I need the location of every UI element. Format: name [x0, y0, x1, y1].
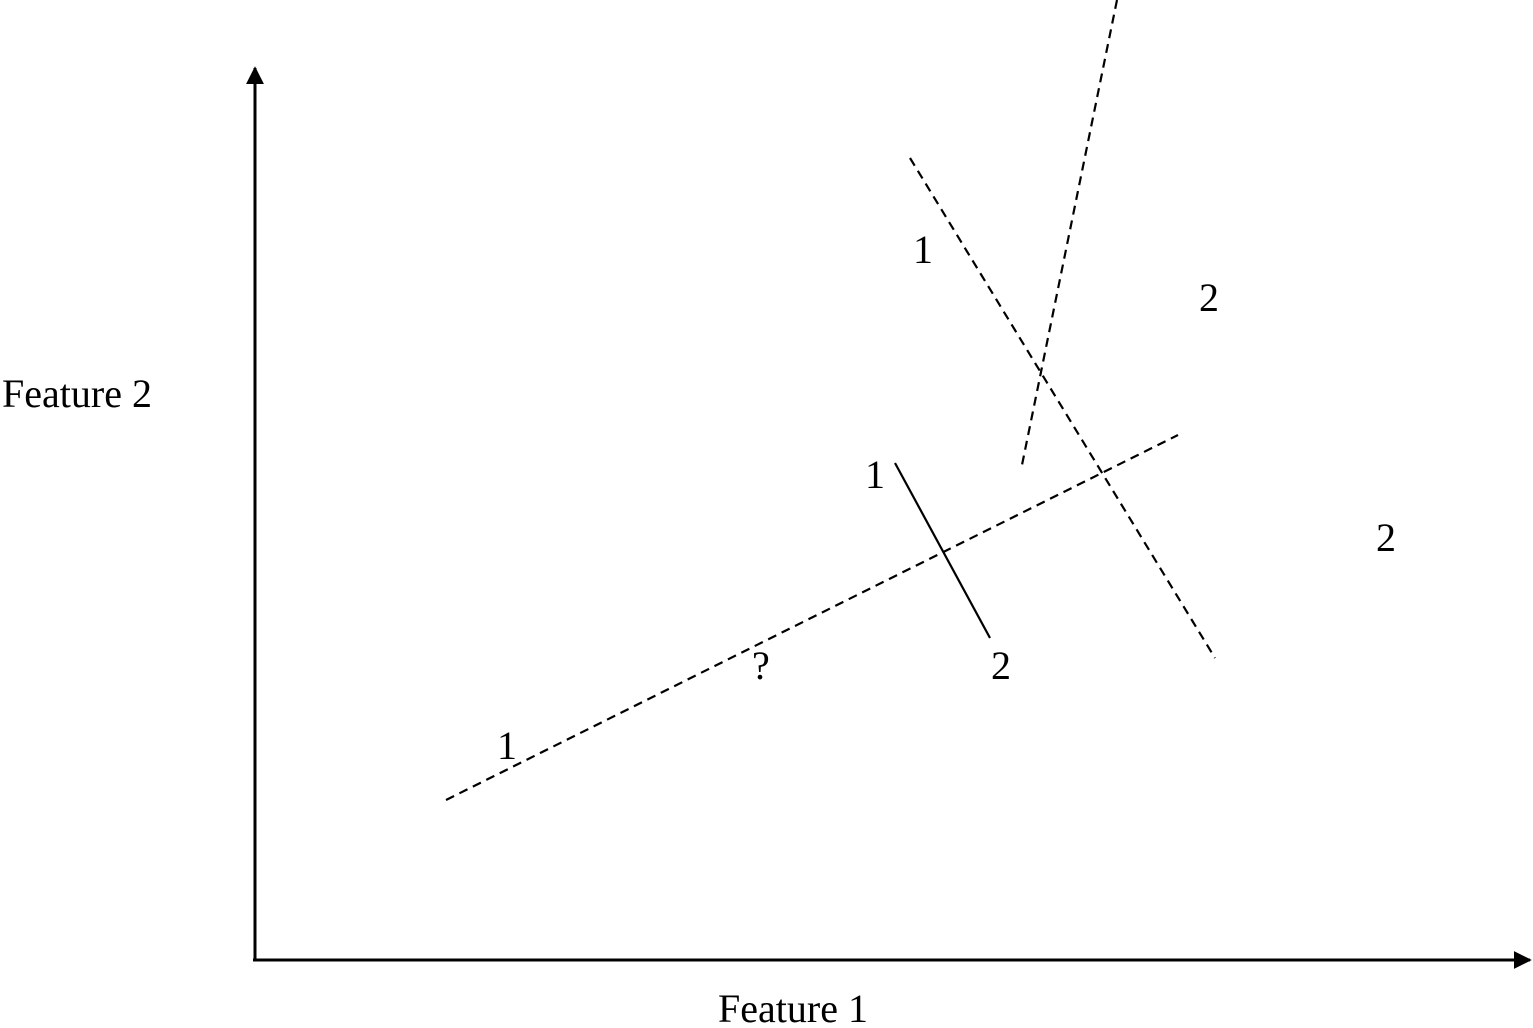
x-axis-label: Feature 1	[718, 986, 868, 1028]
class-2-point: 2	[1376, 515, 1396, 560]
unknown-query-point: ?	[752, 643, 770, 688]
boundary-line-steep-descending	[909, 157, 1216, 659]
class-2-point: 2	[1199, 275, 1219, 320]
class-1-point: 1	[497, 723, 517, 768]
boundary-line-solid-pair	[894, 462, 991, 639]
boundary-line-diagonal-low	[445, 434, 1179, 801]
y-axis-label: Feature 2	[2, 371, 152, 416]
class-1-point: 1	[865, 452, 885, 497]
boundary-line-near-vertical	[1020, 0, 1119, 466]
class-2-point: 2	[991, 643, 1011, 688]
class-1-point: 1	[913, 227, 933, 272]
